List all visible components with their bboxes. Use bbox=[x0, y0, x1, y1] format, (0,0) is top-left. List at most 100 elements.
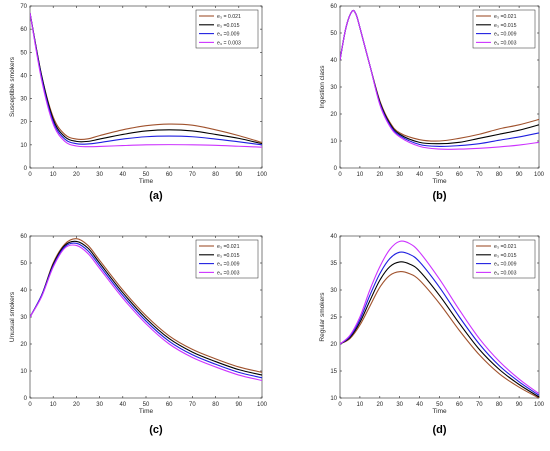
x-tick-label: 90 bbox=[235, 402, 242, 408]
legend-label: e₃ =0.009 bbox=[217, 262, 240, 268]
y-tick-label: 30 bbox=[20, 315, 27, 321]
legend-label: e₃ = 0.021 bbox=[217, 14, 241, 20]
x-tick-label: 40 bbox=[119, 402, 126, 408]
y-tick-label: 40 bbox=[330, 58, 337, 64]
x-tick-label: 90 bbox=[516, 172, 523, 178]
x-tick-label: 100 bbox=[534, 402, 545, 408]
x-axis-label: Time bbox=[432, 178, 447, 185]
y-tick-label: 60 bbox=[20, 234, 27, 240]
y-tick-label: 50 bbox=[330, 31, 337, 37]
panel-4: 0 10 20 30 40 50 60 70 80 90 10010152025303540Time… bbox=[319, 234, 545, 436]
x-tick-label: 50 bbox=[436, 402, 443, 408]
x-tick-label: 10 bbox=[50, 172, 57, 178]
series-line-2 bbox=[30, 240, 262, 376]
x-tick-label: 50 bbox=[143, 402, 150, 408]
x-tick-label: 60 bbox=[456, 402, 463, 408]
x-tick-label: 40 bbox=[416, 402, 423, 408]
legend-label: e₃ =0.015 bbox=[217, 253, 240, 259]
x-tick-label: 20 bbox=[73, 402, 80, 408]
x-tick-label: 100 bbox=[257, 172, 268, 178]
x-tick-label: 0 bbox=[28, 172, 32, 178]
legend-label: e₃ =0.009 bbox=[494, 262, 517, 268]
y-tick-label: 40 bbox=[330, 234, 337, 240]
legend-label: e₃ =0.015 bbox=[217, 23, 240, 29]
x-tick-label: 30 bbox=[396, 402, 403, 408]
x-tick-label: 50 bbox=[143, 172, 150, 178]
legend-label: e₃ =0.003 bbox=[217, 270, 240, 276]
y-tick-label: 40 bbox=[20, 73, 27, 79]
x-tick-label: 30 bbox=[396, 172, 403, 178]
series-line-3 bbox=[340, 251, 539, 396]
series-line-2 bbox=[340, 261, 539, 398]
x-tick-label: 60 bbox=[166, 402, 173, 408]
x-tick-label: 70 bbox=[189, 402, 196, 408]
legend-label: e₃ =0.021 bbox=[217, 244, 240, 250]
x-axis-label: Time bbox=[139, 408, 154, 415]
y-tick-label: 20 bbox=[330, 342, 337, 348]
x-tick-label: 60 bbox=[166, 172, 173, 178]
panel-caption: (d) bbox=[432, 424, 446, 436]
series-line-2 bbox=[30, 12, 262, 145]
y-tick-label: 50 bbox=[20, 261, 27, 267]
panel-3: 0 10 20 30 40 50 60 70 80 90 100 0 10 20 30 40 50 60 Time U… bbox=[9, 234, 268, 436]
y-tick-label: 70 bbox=[20, 4, 27, 10]
legend-label: e₃ =0.015 bbox=[494, 23, 517, 29]
series-line-3 bbox=[30, 242, 262, 379]
legend-label: e₃ =0.021 bbox=[494, 14, 517, 20]
legend: e₃ = 0.021 e₃ =0.015 e₃ =0.009 e₃ = 0.003 bbox=[195, 9, 259, 49]
y-tick-label: 15 bbox=[330, 369, 337, 375]
y-tick-label: 30 bbox=[330, 288, 337, 294]
y-tick-label: 25 bbox=[330, 315, 337, 321]
y-tick-label: 60 bbox=[20, 27, 27, 33]
panel-2: 0 10 20 30 40 50 60 70 80 90 100 0 10 20 30 40 50 60 Time I… bbox=[319, 4, 545, 202]
series-line-4 bbox=[30, 244, 262, 381]
x-tick-label: 40 bbox=[416, 172, 423, 178]
y-axis-label: Unusual smokers bbox=[9, 291, 16, 342]
y-tick-label: 20 bbox=[20, 120, 27, 126]
legend-label: e₃ =0.009 bbox=[217, 32, 240, 38]
legend: e₃ =0.021 e₃ =0.015 e₃ =0.009 e₃ =0.003 bbox=[472, 239, 536, 279]
x-tick-label: 100 bbox=[257, 402, 268, 408]
y-axis-label: Susceptible smokers bbox=[9, 56, 16, 117]
x-tick-label: 0 bbox=[338, 402, 342, 408]
y-tick-label: 0 bbox=[334, 166, 338, 172]
x-axis-label: Time bbox=[139, 178, 154, 185]
series-line-4 bbox=[340, 9, 539, 150]
legend-label: e₃ =0.009 bbox=[494, 32, 517, 38]
y-tick-label: 10 bbox=[330, 396, 337, 402]
x-tick-label: 0 bbox=[338, 172, 342, 178]
panel-1: 0 10 20 30 40 50 60 70 80 90 100 0 10 20 30 40 50 60 70 Tim… bbox=[9, 4, 268, 202]
x-tick-label: 30 bbox=[96, 402, 103, 408]
y-tick-label: 30 bbox=[20, 97, 27, 103]
legend-label: e₃ =0.015 bbox=[494, 253, 517, 259]
legend-label: e₃ = 0.003 bbox=[217, 40, 241, 46]
y-tick-label: 10 bbox=[20, 143, 27, 149]
y-tick-label: 30 bbox=[330, 85, 337, 91]
legend-box bbox=[472, 9, 536, 49]
series-line-1 bbox=[340, 271, 539, 398]
panel-caption: (c) bbox=[149, 424, 163, 436]
legend: e₃ =0.021 e₃ =0.015 e₃ =0.009 e₃ =0.003 bbox=[195, 239, 259, 279]
y-tick-label: 20 bbox=[20, 342, 27, 348]
x-tick-label: 60 bbox=[456, 172, 463, 178]
legend-label: e₃ =0.021 bbox=[494, 244, 517, 250]
x-tick-label: 10 bbox=[357, 402, 364, 408]
x-tick-label: 90 bbox=[516, 402, 523, 408]
x-tick-label: 10 bbox=[357, 172, 364, 178]
x-tick-label: 20 bbox=[376, 172, 383, 178]
x-tick-label: 100 bbox=[534, 172, 545, 178]
y-axis-label: Regular smokers bbox=[319, 292, 326, 342]
x-tick-label: 80 bbox=[496, 172, 503, 178]
x-tick-label: 10 bbox=[50, 402, 57, 408]
series-line-1 bbox=[30, 12, 262, 144]
series-line-3 bbox=[30, 12, 262, 146]
x-tick-label: 0 bbox=[28, 402, 32, 408]
x-tick-label: 80 bbox=[212, 402, 219, 408]
x-axis-label: Time bbox=[432, 408, 447, 415]
legend-label: e₃ =0.003 bbox=[494, 40, 517, 46]
y-tick-label: 10 bbox=[20, 369, 27, 375]
y-tick-label: 40 bbox=[20, 288, 27, 294]
x-tick-label: 20 bbox=[73, 172, 80, 178]
legend-label: e₃ =0.003 bbox=[494, 270, 517, 276]
